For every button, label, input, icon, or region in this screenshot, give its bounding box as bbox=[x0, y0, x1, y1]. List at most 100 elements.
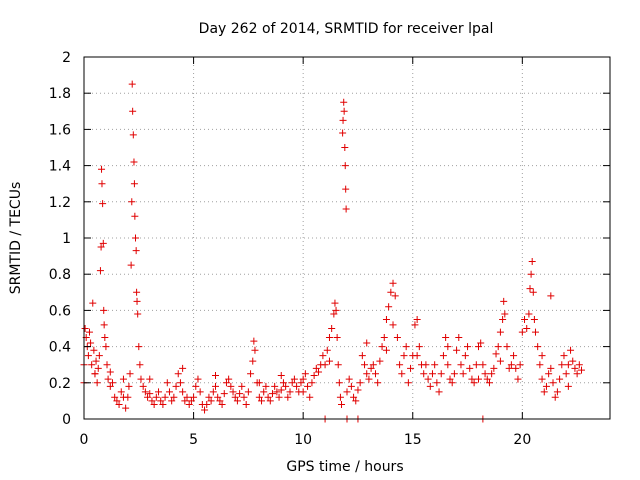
data-point bbox=[157, 397, 165, 405]
data-point bbox=[526, 285, 534, 293]
data-point bbox=[99, 239, 107, 247]
y-tick-label: 1 bbox=[62, 231, 71, 247]
data-point bbox=[220, 390, 228, 398]
data-point bbox=[238, 382, 246, 390]
y-tick-label: 0.8 bbox=[49, 267, 71, 283]
data-point bbox=[514, 375, 522, 383]
data-point bbox=[341, 162, 349, 170]
data-point bbox=[500, 297, 508, 305]
data-point bbox=[194, 375, 202, 383]
data-point bbox=[470, 379, 478, 387]
data-point bbox=[540, 388, 548, 396]
data-point bbox=[547, 292, 555, 300]
data-point bbox=[424, 375, 432, 383]
data-point bbox=[187, 397, 195, 405]
x-tick-label: 0 bbox=[80, 432, 89, 448]
data-point bbox=[139, 382, 147, 390]
data-point bbox=[428, 370, 436, 378]
data-point bbox=[205, 393, 213, 401]
data-point bbox=[236, 390, 244, 398]
data-point bbox=[129, 107, 137, 115]
data-point bbox=[161, 393, 169, 401]
data-point bbox=[422, 361, 430, 369]
data-point bbox=[538, 352, 546, 360]
data-point bbox=[528, 258, 536, 266]
data-point bbox=[560, 352, 568, 360]
data-point bbox=[415, 343, 423, 351]
data-point bbox=[284, 393, 292, 401]
data-point bbox=[141, 388, 149, 396]
data-point bbox=[455, 334, 463, 342]
data-point bbox=[335, 379, 343, 387]
data-point bbox=[131, 212, 139, 220]
data-point bbox=[144, 393, 152, 401]
data-point bbox=[207, 397, 215, 405]
data-point bbox=[301, 370, 309, 378]
data-point bbox=[464, 343, 472, 351]
data-point bbox=[85, 328, 93, 336]
data-point bbox=[466, 364, 474, 372]
data-point bbox=[304, 382, 312, 390]
data-point bbox=[115, 401, 123, 409]
data-point bbox=[209, 388, 217, 396]
data-point bbox=[90, 346, 98, 354]
data-point bbox=[258, 397, 266, 405]
data-point bbox=[505, 364, 513, 372]
data-point bbox=[192, 382, 200, 390]
data-point bbox=[262, 382, 270, 390]
data-point bbox=[365, 375, 373, 383]
data-point bbox=[255, 379, 263, 387]
data-point bbox=[321, 361, 329, 369]
data-point bbox=[426, 382, 434, 390]
data-point bbox=[271, 382, 279, 390]
data-point bbox=[108, 379, 116, 387]
data-point bbox=[247, 370, 255, 378]
data-point bbox=[332, 306, 340, 314]
data-point bbox=[331, 299, 339, 307]
data-point bbox=[106, 382, 114, 390]
data-point bbox=[203, 401, 211, 409]
data-point bbox=[264, 393, 272, 401]
data-point bbox=[290, 375, 298, 383]
data-point bbox=[450, 370, 458, 378]
data-point bbox=[479, 361, 487, 369]
data-point bbox=[282, 382, 290, 390]
data-point bbox=[277, 386, 285, 394]
data-point bbox=[389, 321, 397, 329]
data-point bbox=[378, 343, 386, 351]
data-point bbox=[190, 393, 198, 401]
data-point bbox=[325, 357, 333, 365]
data-point bbox=[94, 364, 102, 372]
data-point bbox=[483, 375, 491, 383]
data-point bbox=[340, 98, 348, 106]
data-point bbox=[81, 325, 89, 332]
data-point bbox=[91, 370, 99, 378]
data-point bbox=[119, 375, 127, 383]
data-point bbox=[297, 379, 305, 387]
data-point bbox=[374, 379, 382, 387]
data-point bbox=[556, 375, 564, 383]
data-point bbox=[521, 315, 529, 323]
data-point bbox=[170, 393, 178, 401]
data-point bbox=[146, 375, 154, 383]
data-point bbox=[345, 375, 353, 383]
data-point bbox=[481, 370, 489, 378]
data-point bbox=[367, 364, 375, 372]
data-point bbox=[413, 315, 421, 323]
data-point bbox=[212, 382, 219, 390]
data-point bbox=[95, 352, 103, 360]
data-point bbox=[562, 370, 570, 378]
data-point bbox=[225, 375, 233, 383]
data-point bbox=[328, 325, 336, 332]
chart-title: Day 262 of 2014, SRMTID for receiver lpa… bbox=[199, 21, 494, 37]
data-point bbox=[136, 361, 144, 369]
data-point bbox=[343, 388, 351, 396]
data-point bbox=[475, 343, 482, 351]
data-point bbox=[148, 397, 156, 405]
data-point bbox=[380, 334, 388, 342]
data-point bbox=[342, 205, 350, 213]
data-point bbox=[525, 310, 533, 318]
data-point bbox=[98, 165, 106, 173]
y-axis-label: SRMTID / TECUs bbox=[8, 182, 24, 295]
data-point bbox=[503, 343, 511, 351]
